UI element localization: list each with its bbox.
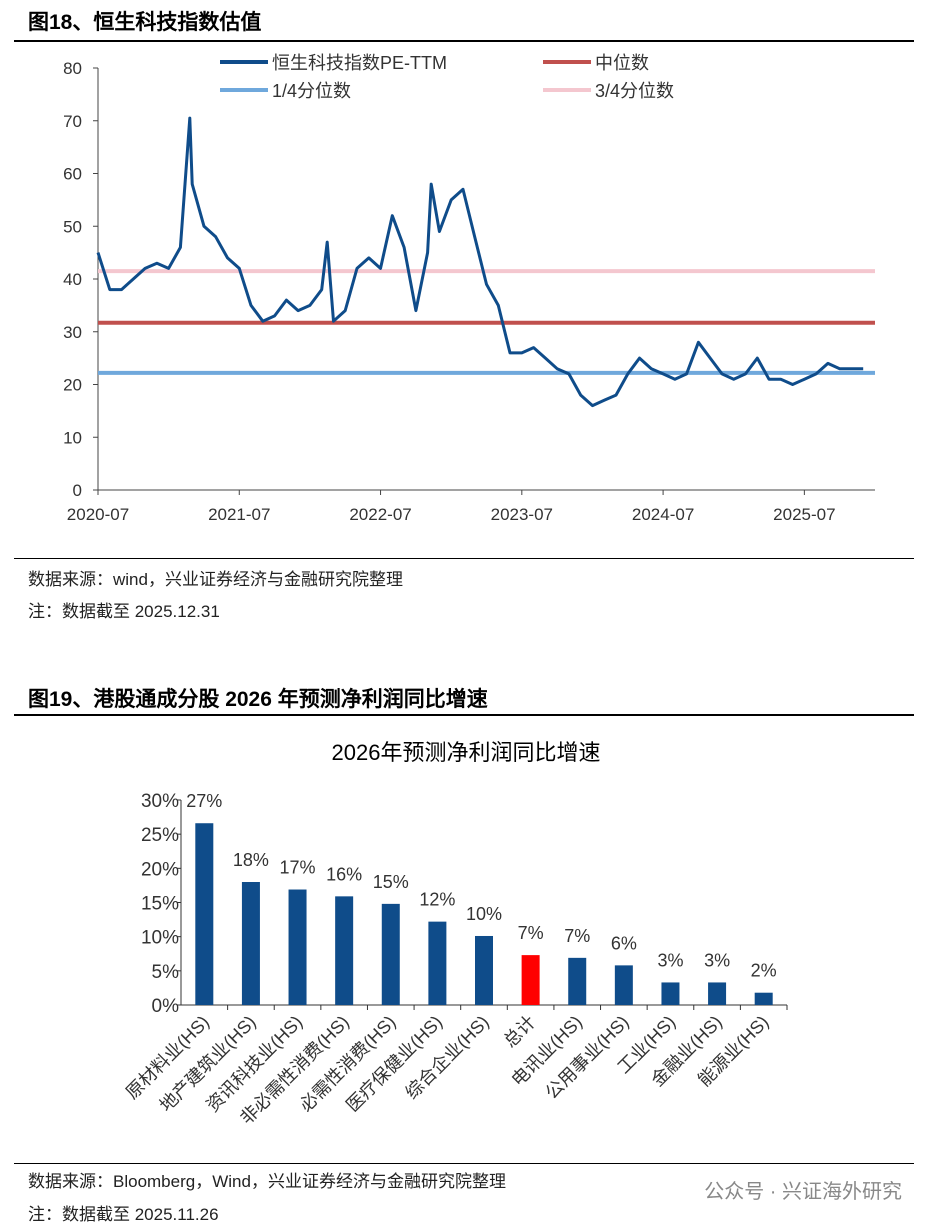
pe-ttm-line xyxy=(96,116,864,408)
data-label: 7% xyxy=(518,923,544,943)
x-tick-label: 2025-07 xyxy=(773,505,835,524)
x-tick-label: 2022-07 xyxy=(349,505,411,524)
x-tick-label: 总计 xyxy=(500,1012,540,1052)
y-tick-label: 10 xyxy=(63,428,82,447)
data-label: 15% xyxy=(373,872,409,892)
divider xyxy=(14,40,914,42)
y-tick-label: 0% xyxy=(152,996,180,1017)
divider xyxy=(14,558,914,559)
bar xyxy=(708,982,727,1005)
data-label: 12% xyxy=(419,890,455,910)
data-label: 6% xyxy=(611,933,637,953)
bar xyxy=(614,965,633,1005)
figure18-note: 注：数据截至 2025.12.31 xyxy=(28,602,220,621)
y-tick-label: 0 xyxy=(73,481,82,500)
x-tick-label: 2023-07 xyxy=(491,505,553,524)
data-label: 18% xyxy=(233,850,269,870)
y-tick-label: 40 xyxy=(63,270,82,289)
y-tick-label: 15% xyxy=(141,894,179,915)
bar xyxy=(335,896,354,1005)
chart-title: 2026年预测净利润同比增速 xyxy=(332,740,601,765)
bar xyxy=(568,957,587,1005)
bar xyxy=(521,955,540,1005)
x-tick-label: 2021-07 xyxy=(208,505,270,524)
y-tick-label: 10% xyxy=(141,928,179,949)
y-tick-label: 50 xyxy=(63,217,82,236)
watermark: 公众号 · 兴证海外研究 xyxy=(704,1181,902,1203)
data-label: 2% xyxy=(751,961,777,981)
data-label: 3% xyxy=(704,950,730,970)
data-label: 3% xyxy=(657,950,683,970)
divider xyxy=(14,1163,914,1164)
legend-label: 1/4分位数 xyxy=(272,81,351,101)
legend-label: 3/4分位数 xyxy=(595,81,674,101)
y-tick-label: 80 xyxy=(63,59,82,78)
bar xyxy=(475,935,493,1005)
y-tick-label: 30 xyxy=(63,323,82,342)
pe-line-chart: 0 10 20 30 40 50 60 70 80 2020-07 2021-07 2022-07 20… xyxy=(63,53,875,524)
bar xyxy=(381,903,400,1005)
bar xyxy=(428,921,447,1005)
y-tick-label: 20 xyxy=(63,376,82,395)
figure19-note: 注：数据截至 2025.11.26 xyxy=(28,1205,219,1224)
data-label: 16% xyxy=(326,864,362,884)
divider xyxy=(14,714,914,716)
legend-label: 中位数 xyxy=(595,53,649,73)
data-label: 10% xyxy=(466,904,502,924)
y-tick-label: 60 xyxy=(63,165,82,184)
bar xyxy=(288,889,307,1005)
x-tick-label: 2024-07 xyxy=(632,505,694,524)
figure18-source: 数据来源：wind，兴业证券经济与金融研究院整理 xyxy=(28,570,403,589)
data-label: 17% xyxy=(280,858,316,878)
data-label: 7% xyxy=(564,926,590,946)
bar xyxy=(661,982,680,1005)
figure18-title: 图18、恒生科技指数估值 xyxy=(28,11,262,34)
x-tick-label: 2020-07 xyxy=(67,505,129,524)
y-tick-label: 25% xyxy=(141,825,179,846)
y-tick-label: 70 xyxy=(63,112,82,131)
x-tick-label: 综合企业(HS) xyxy=(402,1012,493,1103)
y-tick-label: 20% xyxy=(141,859,179,880)
bar xyxy=(754,992,773,1005)
figure19-source: 数据来源：Bloomberg，Wind，兴业证券经济与金融研究院整理 xyxy=(28,1172,506,1191)
data-label: 27% xyxy=(186,791,222,811)
y-tick-label: 30% xyxy=(141,791,179,812)
bar xyxy=(195,823,214,1005)
legend-label: 恒生科技指数PE-TTM xyxy=(272,53,447,73)
bar xyxy=(241,882,260,1005)
figure19-title: 图19、港股通成分股 2026 年预测净利润同比增速 xyxy=(28,688,488,711)
y-tick-label: 5% xyxy=(152,962,180,983)
